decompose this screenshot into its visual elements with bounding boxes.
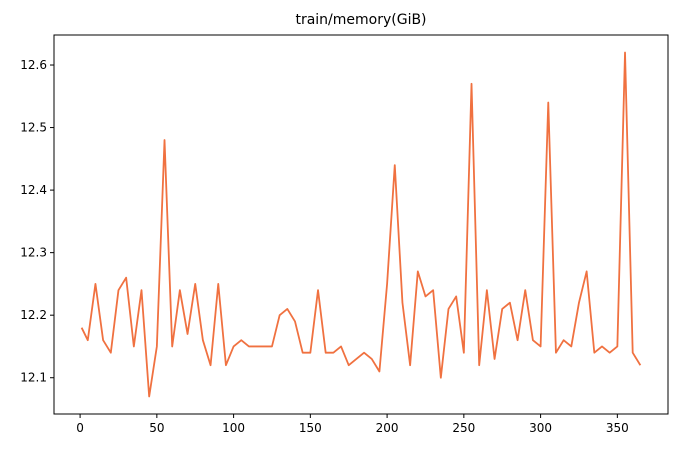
y-tick-label: 12.5 [20,121,47,135]
y-tick-label: 12.1 [20,371,47,385]
y-tick-label: 12.4 [20,183,47,197]
axes-frame [53,34,669,415]
x-tick-label: 100 [222,421,245,435]
x-tick-label: 300 [529,421,552,435]
y-tick-label: 12.3 [20,246,47,260]
x-tick-label: 200 [376,421,399,435]
x-tick-label: 0 [76,421,84,435]
x-tick-label: 250 [452,421,475,435]
x-axis: 0 50 100 150 200 250 300 350 [76,414,629,435]
x-tick-label: 150 [299,421,322,435]
plot-area [80,51,642,398]
series-line-0 [80,51,642,398]
x-tick-label: 350 [606,421,629,435]
chart-title: train/memory(GiB) [295,12,426,28]
y-tick-label: 12.2 [20,308,47,322]
y-axis: 12.1 12.2 12.3 12.4 12.5 12.6 [20,58,54,385]
x-tick-label: 50 [149,421,164,435]
y-tick-label: 12.6 [20,58,47,72]
